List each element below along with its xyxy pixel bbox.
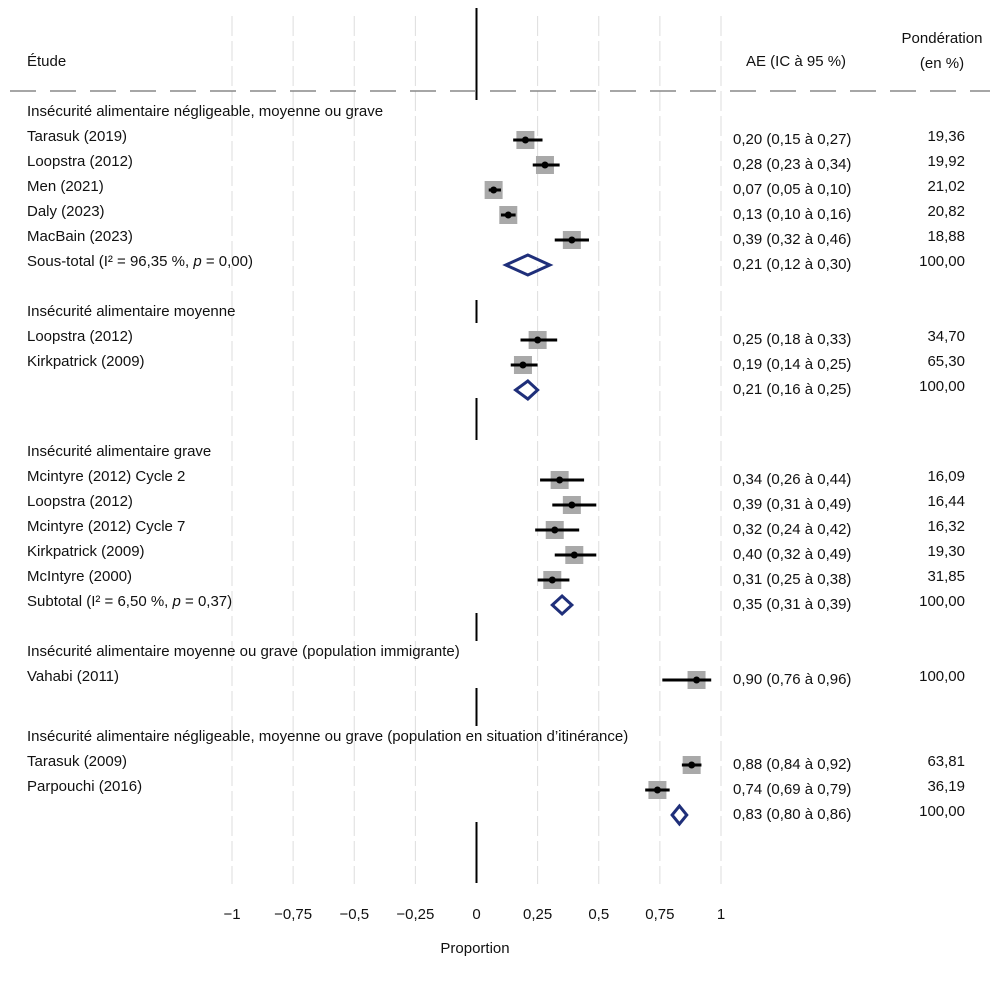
effect-ci-value: 0,21 (0,12 à 0,30) — [733, 256, 851, 273]
weight-value: 100,00 — [919, 593, 965, 610]
study-label: Men (2021) — [27, 178, 104, 195]
effect-ci-value: 0,21 (0,16 à 0,25) — [733, 381, 851, 398]
weight-value: 16,32 — [927, 518, 965, 535]
effect-ci-value: 0,13 (0,10 à 0,16) — [733, 206, 851, 223]
pooled-estimate-diamond — [513, 379, 540, 401]
group-heading: Insécurité alimentaire négligeable, moye… — [27, 728, 628, 745]
study-point-estimate — [490, 186, 498, 194]
header-effect: AE (IC à 95 %) — [746, 53, 846, 70]
study-label: Daly (2023) — [27, 203, 105, 220]
forest-rows: Insécurité alimentaire négligeable, moye… — [27, 103, 965, 827]
study-point-estimate — [653, 786, 661, 794]
study-point-estimate — [568, 236, 576, 244]
group-heading: Insécurité alimentaire moyenne — [27, 303, 235, 320]
effect-ci-value: 0,19 (0,14 à 0,25) — [733, 356, 851, 373]
effect-ci-value: 0,35 (0,31 à 0,39) — [733, 596, 851, 613]
weight-value: 18,88 — [927, 228, 965, 245]
subtotal-label: Sous-total (I² = 96,35 %, p = 0,00) — [27, 253, 253, 270]
study-point-estimate — [568, 501, 576, 509]
group-heading: Insécurité alimentaire moyenne ou grave … — [27, 643, 460, 660]
study-label: MacBain (2023) — [27, 228, 133, 245]
study-label: McIntyre (2000) — [27, 568, 132, 585]
study-point-estimate — [556, 476, 564, 484]
study-point-estimate — [541, 161, 549, 169]
study-point-estimate — [548, 576, 556, 584]
x-tick-label: 0,75 — [645, 906, 674, 923]
study-label: Parpouchi (2016) — [27, 778, 142, 795]
weight-value: 36,19 — [927, 778, 965, 795]
effect-ci-value: 0,31 (0,25 à 0,38) — [733, 571, 851, 588]
effect-ci-value: 0,32 (0,24 à 0,42) — [733, 521, 851, 538]
x-axis: Proportion −1 −0,75 −0,5 −0,25 0 0,25 0,5 0,75 1 — [223, 906, 725, 957]
weight-value: 34,70 — [927, 328, 965, 345]
study-point-estimate — [551, 526, 559, 534]
x-tick-label: 0,25 — [523, 906, 552, 923]
x-axis-label: Proportion — [440, 940, 509, 957]
study-label: Tarasuk (2009) — [27, 753, 127, 770]
study-label: Kirkpatrick (2009) — [27, 543, 145, 560]
subtotal-label: Subtotal (I² = 6,50 %, p = 0,37) — [27, 593, 232, 610]
group-heading: Insécurité alimentaire négligeable, moye… — [27, 103, 383, 120]
study-label: Loopstra (2012) — [27, 328, 133, 345]
weight-value: 20,82 — [927, 203, 965, 220]
effect-ci-value: 0,20 (0,15 à 0,27) — [733, 131, 851, 148]
study-point-estimate — [693, 676, 701, 684]
x-tick-label: 0 — [472, 906, 480, 923]
study-label: Loopstra (2012) — [27, 153, 133, 170]
effect-ci-value: 0,34 (0,26 à 0,44) — [733, 471, 851, 488]
header-weight-line1: Pondération — [902, 30, 983, 47]
weight-value: 19,30 — [927, 543, 965, 560]
header-weight-line2: (en %) — [920, 55, 964, 72]
effect-ci-value: 0,83 (0,80 à 0,86) — [733, 806, 851, 823]
weight-value: 100,00 — [919, 803, 965, 820]
effect-ci-value: 0,25 (0,18 à 0,33) — [733, 331, 851, 348]
weight-value: 16,09 — [927, 468, 965, 485]
x-tick-label: −0,25 — [396, 906, 434, 923]
study-point-estimate — [504, 211, 512, 219]
weight-value: 63,81 — [927, 753, 965, 770]
study-label: Loopstra (2012) — [27, 493, 133, 510]
pooled-estimate-diamond — [502, 253, 554, 277]
study-label: Mcintyre (2012) Cycle 2 — [27, 468, 185, 485]
study-label: Kirkpatrick (2009) — [27, 353, 145, 370]
weight-value: 100,00 — [919, 378, 965, 395]
study-point-estimate — [688, 761, 696, 769]
pooled-estimate-diamond — [670, 803, 689, 827]
x-tick-label: −0,75 — [274, 906, 312, 923]
weight-value: 100,00 — [919, 668, 965, 685]
x-tick-label: 0,5 — [588, 906, 609, 923]
table-header: Étude AE (IC à 95 %) Pondération (en %) — [10, 30, 990, 92]
x-tick-label: 1 — [717, 906, 725, 923]
group-heading: Insécurité alimentaire grave — [27, 443, 211, 460]
weight-value: 100,00 — [919, 253, 965, 270]
weight-value: 19,36 — [927, 128, 965, 145]
x-tick-label: −0,5 — [339, 906, 369, 923]
study-point-estimate — [534, 336, 542, 344]
effect-ci-value: 0,90 (0,76 à 0,96) — [733, 671, 851, 688]
effect-ci-value: 0,39 (0,32 à 0,46) — [733, 231, 851, 248]
weight-value: 21,02 — [927, 178, 965, 195]
grid-lines — [231, 8, 722, 884]
study-label: Mcintyre (2012) Cycle 7 — [27, 518, 185, 535]
effect-ci-value: 0,07 (0,05 à 0,10) — [733, 181, 851, 198]
pooled-estimate-diamond — [550, 593, 575, 617]
x-tick-label: −1 — [223, 906, 240, 923]
weight-value: 31,85 — [927, 568, 965, 585]
effect-ci-value: 0,40 (0,32 à 0,49) — [733, 546, 851, 563]
study-point-estimate — [521, 136, 529, 144]
effect-ci-value: 0,39 (0,31 à 0,49) — [733, 496, 851, 513]
study-point-estimate — [519, 361, 527, 369]
effect-ci-value: 0,74 (0,69 à 0,79) — [733, 781, 851, 798]
weight-value: 65,30 — [927, 353, 965, 370]
effect-ci-value: 0,88 (0,84 à 0,92) — [733, 756, 851, 773]
weight-value: 16,44 — [927, 493, 965, 510]
header-study: Étude — [27, 53, 66, 70]
study-label: Tarasuk (2019) — [27, 128, 127, 145]
weight-value: 19,92 — [927, 153, 965, 170]
effect-ci-value: 0,28 (0,23 à 0,34) — [733, 156, 851, 173]
study-point-estimate — [570, 551, 578, 559]
study-label: Vahabi (2011) — [27, 668, 119, 685]
